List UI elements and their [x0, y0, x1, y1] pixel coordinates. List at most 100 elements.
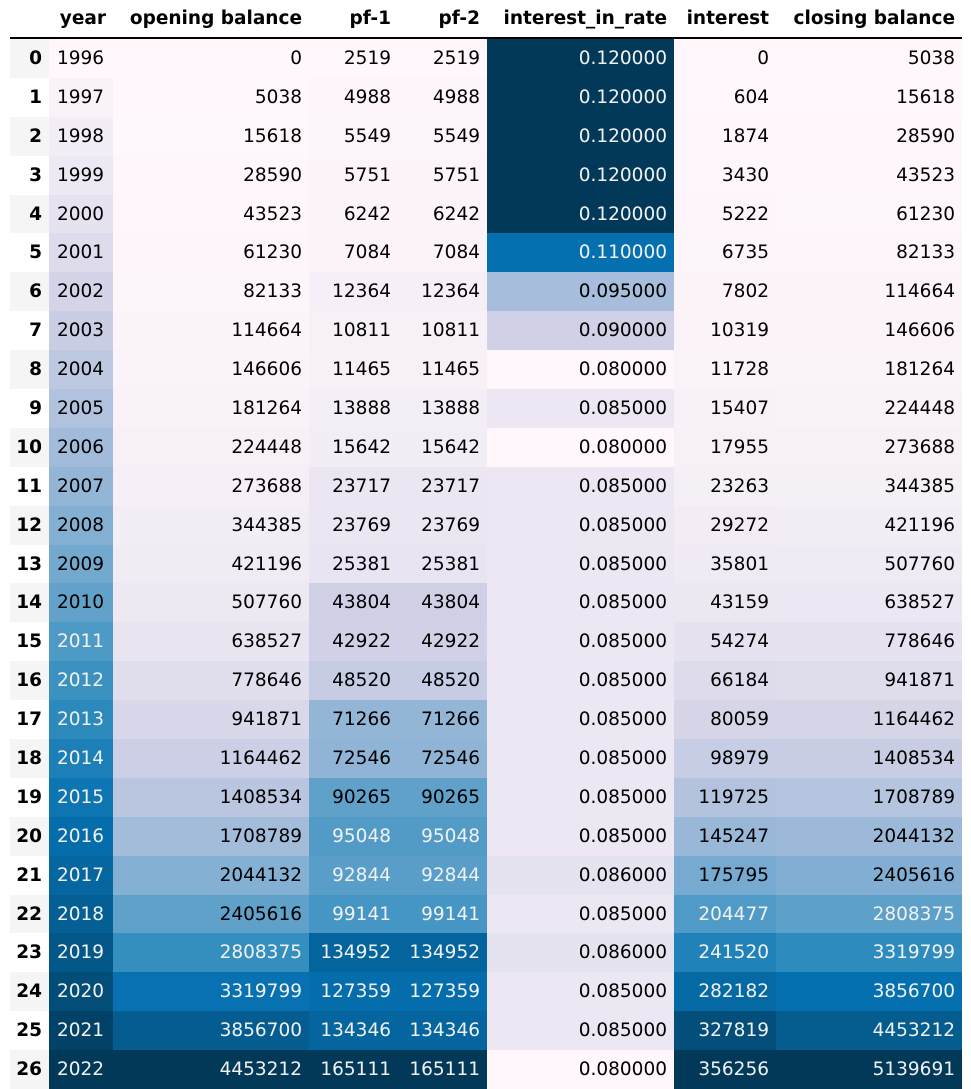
interest-rate-cell: 0.086000	[487, 933, 674, 973]
interest-rate-cell: 0.085000	[487, 661, 674, 701]
closing-balance-cell: 421196	[776, 505, 962, 545]
row-index: 15	[10, 622, 49, 662]
row-index: 19	[10, 777, 49, 817]
closing-balance-cell: 273688	[776, 427, 962, 467]
table-header: year opening balance pf-1 pf-2 interest_…	[10, 0, 962, 39]
closing-balance-cell: 28590	[776, 116, 962, 156]
year-cell: 2011	[49, 622, 113, 662]
closing-balance-cell: 1408534	[776, 739, 962, 778]
closing-balance-cell: 5139691	[776, 1050, 962, 1089]
interest-cell: 35801	[674, 544, 776, 584]
pf-1-cell: 23717	[309, 466, 398, 506]
closing-balance-cell: 114664	[776, 272, 962, 312]
interest-cell: 10319	[674, 311, 776, 351]
interest-rate-cell: 0.120000	[487, 155, 674, 195]
table-row: 0 1996 0 2519 2519 0.120000 0 5038	[10, 38, 962, 78]
closing-balance-cell: 1708789	[776, 777, 962, 817]
row-index: 23	[10, 933, 49, 973]
column-header-interest-in-rate: interest_in_rate	[487, 0, 674, 39]
column-header-interest: interest	[674, 0, 776, 39]
table-row: 16 2012 778646 48520 48520 0.085000 66184 94187…	[10, 661, 962, 701]
column-header-opening-balance: opening balance	[113, 0, 309, 39]
opening-balance-cell: 5038	[113, 77, 309, 117]
table-body: 0 1996 0 2519 2519 0.120000 0 5038 1 1997 5038 4988…	[10, 38, 962, 1089]
row-index: 26	[10, 1050, 49, 1089]
pf-1-cell: 48520	[309, 661, 398, 701]
pf-2-cell: 6242	[398, 194, 487, 234]
opening-balance-cell: 941871	[113, 700, 309, 740]
opening-balance-cell: 421196	[113, 544, 309, 584]
year-cell: 2008	[49, 505, 113, 545]
pf-2-cell: 92844	[398, 855, 487, 895]
pf-1-cell: 6242	[309, 194, 398, 234]
interest-rate-cell: 0.085000	[487, 816, 674, 856]
closing-balance-cell: 638527	[776, 583, 962, 623]
interest-cell: 0	[674, 38, 776, 78]
column-header-pf-1: pf-1	[309, 0, 398, 39]
table-row: 10 2006 224448 15642 15642 0.080000 17955 27368…	[10, 427, 962, 467]
opening-balance-cell: 82133	[113, 272, 309, 312]
closing-balance-cell: 15618	[776, 77, 962, 117]
table-row: 19 2015 1408534 90265 90265 0.085000 119725 170…	[10, 777, 962, 817]
interest-cell: 5222	[674, 194, 776, 234]
interest-rate-cell: 0.085000	[487, 583, 674, 623]
interest-rate-cell: 0.085000	[487, 894, 674, 934]
opening-balance-cell: 61230	[113, 233, 309, 273]
year-cell: 2016	[49, 816, 113, 856]
pf-2-cell: 71266	[398, 700, 487, 740]
pf-2-cell: 10811	[398, 311, 487, 351]
pf-1-cell: 10811	[309, 311, 398, 351]
interest-cell: 119725	[674, 777, 776, 817]
closing-balance-cell: 2044132	[776, 816, 962, 856]
row-index: 10	[10, 427, 49, 467]
interest-cell: 6735	[674, 233, 776, 273]
table-row: 15 2011 638527 42922 42922 0.085000 54274 77864…	[10, 622, 962, 662]
row-index: 4	[10, 194, 49, 234]
year-cell: 2006	[49, 427, 113, 467]
opening-balance-cell: 114664	[113, 311, 309, 351]
pf-2-cell: 11465	[398, 350, 487, 390]
table-row: 20 2016 1708789 95048 95048 0.085000 145247 204…	[10, 816, 962, 856]
pf-1-cell: 15642	[309, 427, 398, 467]
interest-cell: 54274	[674, 622, 776, 662]
opening-balance-cell: 181264	[113, 389, 309, 428]
pf-2-cell: 25381	[398, 544, 487, 584]
interest-rate-cell: 0.095000	[487, 272, 674, 312]
index-header	[10, 0, 49, 39]
table-row: 21 2017 2044132 92844 92844 0.086000 175795 240…	[10, 855, 962, 895]
pf-2-cell: 5751	[398, 155, 487, 195]
opening-balance-cell: 507760	[113, 583, 309, 623]
closing-balance-cell: 82133	[776, 233, 962, 273]
pf-1-cell: 71266	[309, 700, 398, 740]
opening-balance-cell: 2044132	[113, 855, 309, 895]
year-cell: 2015	[49, 777, 113, 817]
opening-balance-cell: 3319799	[113, 972, 309, 1012]
opening-balance-cell: 28590	[113, 155, 309, 195]
pf-2-cell: 72546	[398, 739, 487, 778]
pf-2-cell: 165111	[398, 1050, 487, 1089]
closing-balance-cell: 778646	[776, 622, 962, 662]
pf-2-cell: 5549	[398, 116, 487, 156]
column-header-year: year	[49, 0, 113, 39]
table-row: 1 1997 5038 4988 4988 0.120000 604 15618	[10, 77, 962, 117]
year-cell: 2017	[49, 855, 113, 895]
interest-rate-cell: 0.085000	[487, 466, 674, 506]
interest-cell: 11728	[674, 350, 776, 390]
pf-1-cell: 5751	[309, 155, 398, 195]
opening-balance-cell: 2405616	[113, 894, 309, 934]
year-cell: 2013	[49, 700, 113, 740]
row-index: 18	[10, 739, 49, 778]
interest-rate-cell: 0.080000	[487, 427, 674, 467]
column-header-closing-balance: closing balance	[776, 0, 962, 39]
interest-rate-cell: 0.110000	[487, 233, 674, 273]
interest-cell: 29272	[674, 505, 776, 545]
closing-balance-cell: 224448	[776, 389, 962, 428]
table-row: 12 2008 344385 23769 23769 0.085000 29272 42119…	[10, 505, 962, 545]
interest-cell: 282182	[674, 972, 776, 1012]
pf-2-cell: 7084	[398, 233, 487, 273]
row-index: 1	[10, 77, 49, 117]
opening-balance-cell: 1164462	[113, 739, 309, 778]
closing-balance-cell: 2808375	[776, 894, 962, 934]
year-cell: 1998	[49, 116, 113, 156]
interest-rate-cell: 0.085000	[487, 622, 674, 662]
